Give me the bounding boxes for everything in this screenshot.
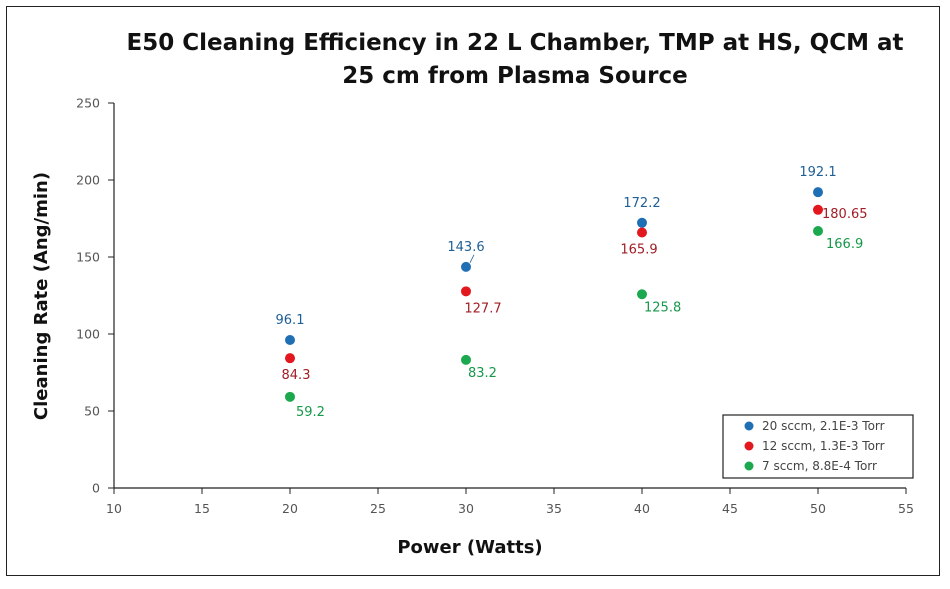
data-label: 143.6 — [447, 240, 484, 255]
y-tick-label: 50 — [84, 404, 100, 419]
data-points — [285, 187, 823, 402]
x-tick-label: 55 — [898, 501, 914, 516]
data-label: 166.9 — [826, 237, 863, 252]
axes — [113, 103, 906, 489]
x-tick-label: 30 — [458, 501, 474, 516]
x-tick-label: 25 — [370, 501, 386, 516]
data-label: 84.3 — [282, 368, 311, 383]
y-tick-label: 0 — [92, 481, 100, 496]
data-label: 125.8 — [644, 300, 681, 315]
y-tick-label: 150 — [76, 250, 100, 265]
data-label: 172.2 — [623, 196, 660, 211]
y-axis-title: Cleaning Rate (Ang/min) — [31, 172, 52, 420]
x-tick-label: 40 — [634, 501, 650, 516]
legend: 20 sccm, 2.1E-3 Torr 12 sccm, 1.3E-3 Torr… — [722, 414, 914, 479]
data-label: 180.65 — [822, 207, 868, 222]
x-tick-label: 45 — [722, 501, 738, 516]
data-labels: 96.1 143.6 172.2 192.1 84.3 127.7 165.9 180.65 5… — [276, 165, 868, 420]
chart-title-line-2: 25 cm from Plasma Source — [342, 63, 688, 89]
chart-frame — [6, 6, 940, 576]
data-label: 83.2 — [468, 366, 497, 381]
x-axis-title: Power (Watts) — [397, 537, 542, 558]
ticks: 10 15 20 25 30 35 40 45 50 55 0 50 100 150 200 250 — [76, 96, 914, 517]
legend-marker — [744, 421, 754, 431]
data-point — [461, 354, 471, 365]
legend-marker — [744, 461, 754, 471]
data-point — [637, 217, 647, 228]
data-label: 127.7 — [464, 301, 501, 316]
x-tick-label: 15 — [194, 501, 210, 516]
data-point — [813, 225, 823, 236]
x-tick-label: 20 — [282, 501, 298, 516]
x-tick-label: 50 — [810, 501, 826, 516]
data-point — [813, 204, 823, 215]
data-point — [285, 335, 295, 346]
data-point — [285, 391, 295, 402]
x-tick-label: 10 — [106, 501, 122, 516]
legend-marker — [744, 441, 754, 451]
y-tick-label: 200 — [76, 173, 100, 188]
x-tick-label: 35 — [546, 501, 562, 516]
leader-line — [469, 254, 475, 264]
y-tick-label: 100 — [76, 327, 100, 342]
legend-label: 7 sccm, 8.8E-4 Torr — [762, 459, 877, 473]
data-label: 192.1 — [799, 165, 836, 180]
data-label: 59.2 — [296, 405, 325, 420]
legend-label: 12 sccm, 1.3E-3 Torr — [762, 439, 885, 453]
legend-label: 20 sccm, 2.1E-3 Torr — [762, 419, 885, 433]
data-point — [813, 187, 823, 198]
data-label: 165.9 — [620, 243, 657, 258]
chart-title-line-1: E50 Cleaning Efficiency in 22 L Chamber,… — [126, 30, 903, 56]
data-point — [285, 353, 295, 364]
data-label: 96.1 — [276, 313, 305, 328]
data-point — [637, 289, 647, 300]
legend-box — [722, 414, 914, 479]
data-point — [461, 261, 471, 272]
data-point — [637, 227, 647, 238]
y-tick-label: 250 — [76, 96, 100, 111]
data-point — [461, 286, 471, 297]
